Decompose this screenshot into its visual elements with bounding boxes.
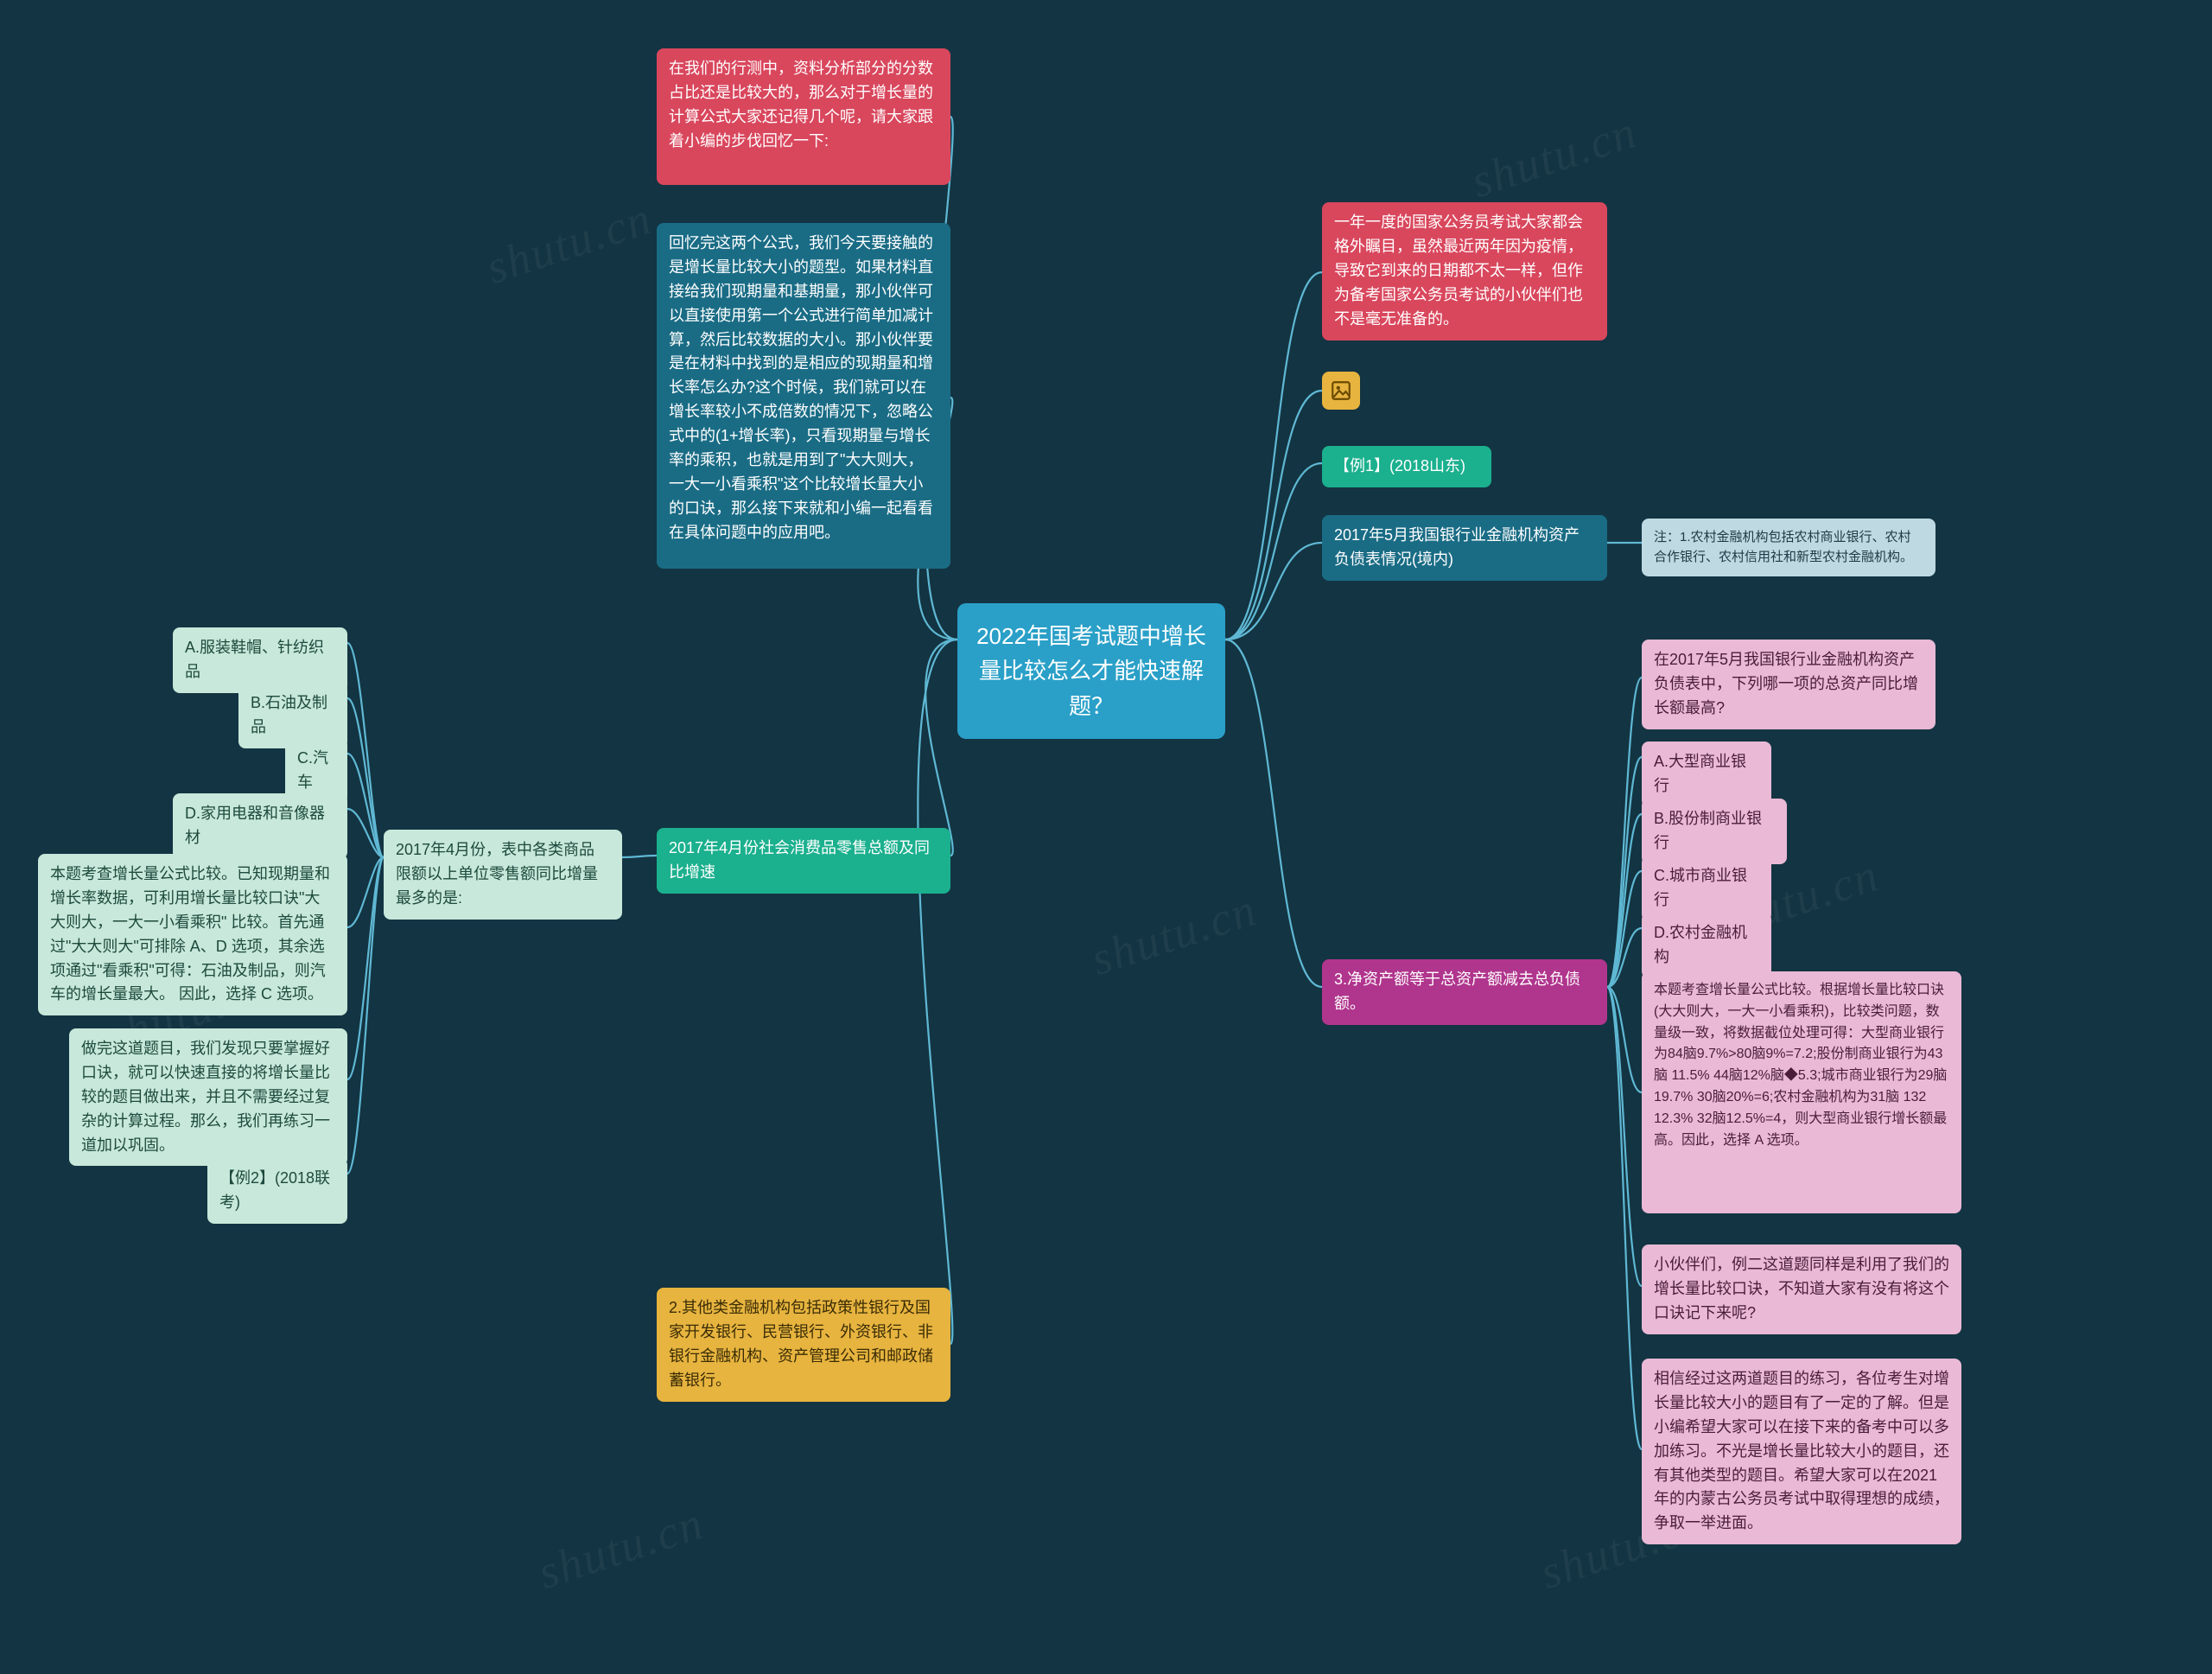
mindmap-canvas: shutu.cn shutu.cn shutu.cn shutu.cn shut… xyxy=(0,0,2212,1674)
node-bank-note[interactable]: 注：1.农村金融机构包括农村商业银行、农村合作银行、农村信用社和新型农村金融机构… xyxy=(1642,519,1936,576)
image-icon[interactable] xyxy=(1322,372,1360,410)
option-b-right[interactable]: B.股份制商业银行 xyxy=(1642,799,1787,864)
watermark: shutu.cn xyxy=(531,1496,710,1600)
option-c-right[interactable]: C.城市商业银行 xyxy=(1642,856,1771,921)
node-exam-intro[interactable]: 一年一度的国家公务员考试大家都会格外瞩目，虽然最近两年因为疫情，导致它到来的日期… xyxy=(1322,202,1607,341)
node-net-asset[interactable]: 3.净资产额等于总资产额减去总负债额。 xyxy=(1322,959,1607,1025)
node-other-orgs[interactable]: 2.其他类金融机构包括政策性银行及国家开发银行、民营银行、外资银行、非银行金融机… xyxy=(657,1288,950,1402)
option-a-right[interactable]: A.大型商业银行 xyxy=(1642,742,1771,807)
option-d-left[interactable]: D.家用电器和音像器材 xyxy=(173,793,347,859)
picture-icon xyxy=(1330,379,1352,402)
right-explanation-2[interactable]: 小伙伴们，例二这道题同样是利用了我们的增长量比较口诀，不知道大家有没有将这个口诀… xyxy=(1642,1244,1961,1334)
node-bank-table[interactable]: 2017年5月我国银行业金融机构资产负债表情况(境内) xyxy=(1322,515,1607,581)
right-explanation-1[interactable]: 本题考查增长量公式比较。根据增长量比较口诀(大大则大，一大一小看乘积)，比较类问… xyxy=(1642,971,1961,1213)
node-intro-teal[interactable]: 回忆完这两个公式，我们今天要接触的是增长量比较大小的题型。如果材料直接给我们现期… xyxy=(657,223,950,569)
option-d-right[interactable]: D.农村金融机构 xyxy=(1642,913,1771,978)
explanation-2[interactable]: 做完这道题目，我们发现只要掌握好口诀，就可以快速直接的将增长量比较的题目做出来，… xyxy=(69,1028,347,1166)
center-topic[interactable]: 2022年国考试题中增长量比较怎么才能快速解题？ xyxy=(957,603,1225,739)
watermark: shutu.cn xyxy=(1084,882,1263,986)
node-april-title[interactable]: 2017年4月份社会消费品零售总额及同比增速 xyxy=(657,828,950,894)
explanation-1[interactable]: 本题考查增长量公式比较。已知现期量和增长率数据，可利用增长量比较口诀"大大则大，… xyxy=(38,854,347,1015)
watermark: shutu.cn xyxy=(480,191,658,295)
node-intro-pink[interactable]: 在我们的行测中，资料分析部分的分数占比还是比较大的，那么对于增长量的计算公式大家… xyxy=(657,48,950,185)
right-explanation-3[interactable]: 相信经过这两道题目的练习，各位考生对增长量比较大小的题目有了一定的了解。但是小编… xyxy=(1642,1359,1961,1544)
node-april-question[interactable]: 2017年4月份，表中各类商品限额以上单位零售额同比增量最多的是: xyxy=(384,830,622,920)
node-right-question[interactable]: 在2017年5月我国银行业金融机构资产负债表中，下列哪一项的总资产同比增长额最高… xyxy=(1642,640,1936,729)
example-1-label[interactable]: 【例1】(2018山东) xyxy=(1322,446,1491,487)
watermark: shutu.cn xyxy=(1465,105,1643,208)
example-2-label[interactable]: 【例2】(2018联考) xyxy=(207,1158,347,1224)
